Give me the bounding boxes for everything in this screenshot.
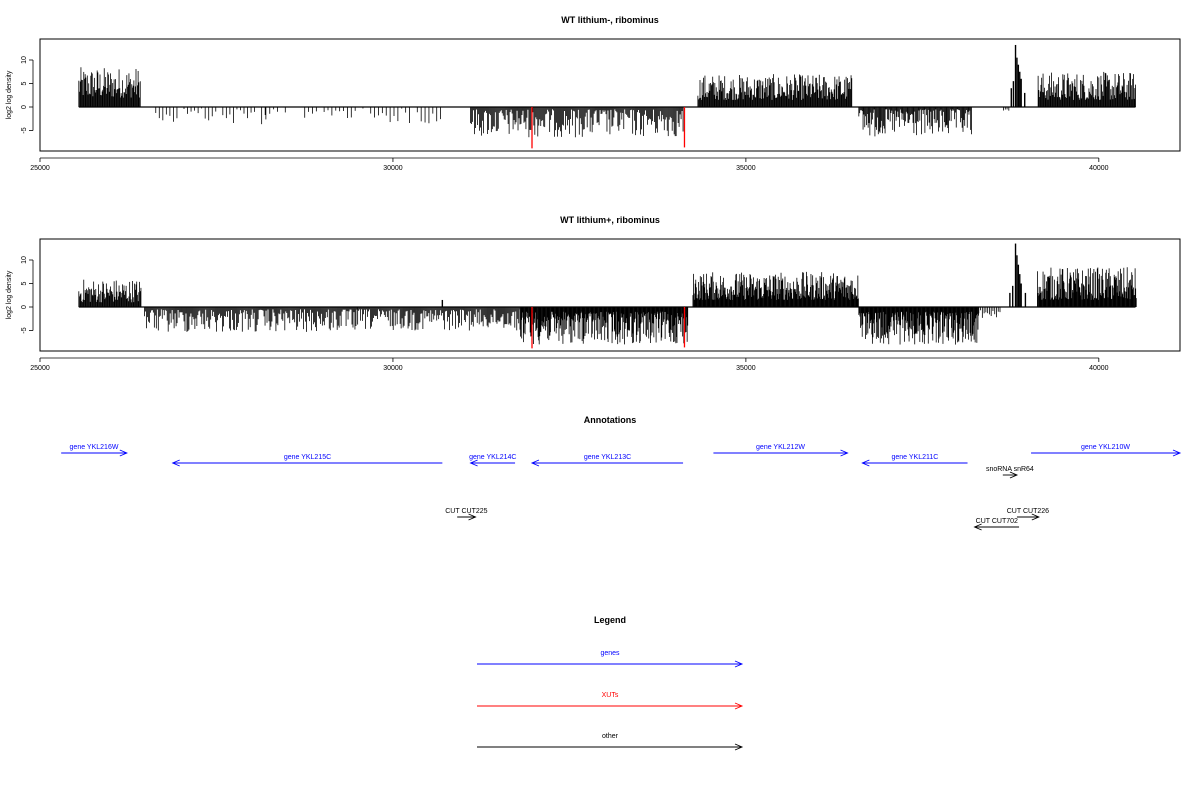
annotation-feature: gene YKL210W xyxy=(1031,444,1182,457)
feature-label: gene YKL210W xyxy=(1081,444,1130,451)
arrowhead xyxy=(734,743,744,751)
track-panel-lithium-plus: WT lithium+, ribominus log2 log density … xyxy=(6,215,1181,372)
arrowhead xyxy=(171,459,180,467)
feature-label: snoRNA snR64 xyxy=(986,466,1034,473)
arrowhead xyxy=(973,523,982,531)
legend-title: Legend xyxy=(594,615,626,625)
arrowhead xyxy=(1172,449,1182,457)
legend-label: other xyxy=(602,733,619,740)
x-tick-label: 25000 xyxy=(30,365,50,372)
y-tick-label: 10 xyxy=(21,56,28,64)
arrowhead xyxy=(1031,513,1040,521)
x-tick-label: 30000 xyxy=(383,365,403,372)
x-tick-label: 35000 xyxy=(736,365,756,372)
y-tick-label: 0 xyxy=(21,105,28,109)
arrowhead xyxy=(468,513,477,521)
plot-frame xyxy=(39,238,1181,352)
annotation-feature: gene YKL213C xyxy=(530,454,684,467)
x-tick-label: 30000 xyxy=(383,165,403,172)
y-tick-label: -5 xyxy=(21,327,28,333)
y-axis-label: log2 log density xyxy=(6,270,13,319)
annotation-feature: snoRNA snR64 xyxy=(986,466,1034,479)
arrowhead xyxy=(861,459,870,467)
arrowhead xyxy=(119,449,128,457)
feature-label: CUT CUT702 xyxy=(976,518,1018,525)
annotation-feature: gene YKL211C xyxy=(861,454,968,467)
track-title: WT lithium-, ribominus xyxy=(561,15,659,25)
annotation-feature: CUT CUT225 xyxy=(445,508,488,521)
feature-label: CUT CUT225 xyxy=(445,508,487,515)
x-tick-label: 40000 xyxy=(1089,165,1109,172)
y-tick-label: 10 xyxy=(21,256,28,264)
legend-label: XUTs xyxy=(602,692,619,699)
feature-label: gene YKL216W xyxy=(70,444,119,451)
track-title: WT lithium+, ribominus xyxy=(560,215,660,225)
y-axis-label: log2 log density xyxy=(6,70,13,119)
y-tick-label: -5 xyxy=(21,127,28,133)
annotation-feature: gene YKL216W xyxy=(61,444,128,457)
arrowhead xyxy=(734,702,744,710)
y-axis: -5 0 5 10 xyxy=(21,256,34,334)
feature-label: gene YKL212W xyxy=(756,444,805,451)
annotation-feature: CUT CUT702 xyxy=(973,518,1020,531)
coverage-bars xyxy=(78,243,1137,349)
plot-frame xyxy=(39,38,1181,152)
annotation-feature: gene YKL214C xyxy=(469,454,516,467)
feature-label: gene YKL215C xyxy=(284,454,331,461)
legend-label: genes xyxy=(600,650,620,657)
y-tick-label: 5 xyxy=(21,281,28,285)
legend-item: other xyxy=(477,733,744,751)
y-axis: -5 0 5 10 xyxy=(21,56,34,134)
annotation-feature: CUT CUT226 xyxy=(1007,508,1049,521)
x-tick-label: 25000 xyxy=(30,165,50,172)
annotation-feature: gene YKL212W xyxy=(713,444,849,457)
arrowhead xyxy=(1009,471,1019,479)
x-axis: 25000 30000 35000 40000 xyxy=(30,157,1109,172)
feature-label: gene YKL211C xyxy=(891,454,938,461)
track-panel-lithium-minus: WT lithium-, ribominus log2 log density … xyxy=(6,15,1181,172)
feature-label: gene YKL213C xyxy=(584,454,631,461)
legend-items: genes XUTs other xyxy=(477,650,744,751)
legend-item: genes xyxy=(477,650,744,668)
annotation-feature: gene YKL215C xyxy=(171,454,443,467)
x-axis: 25000 30000 35000 40000 xyxy=(30,357,1109,372)
legend: Legend genes XUTs other xyxy=(477,615,744,751)
feature-label: CUT CUT226 xyxy=(1007,508,1049,515)
x-tick-label: 35000 xyxy=(736,165,756,172)
x-tick-label: 40000 xyxy=(1089,365,1109,372)
feature-label: gene YKL214C xyxy=(469,454,516,461)
legend-item: XUTs xyxy=(477,692,744,710)
arrowhead xyxy=(734,660,744,668)
coverage-bars xyxy=(78,44,1136,149)
y-tick-label: 0 xyxy=(21,305,28,309)
arrowhead xyxy=(530,459,540,467)
annotation-features: gene YKL216W gene YKL215C gene YKL214C gene… xyxy=(61,444,1182,531)
y-tick-label: 5 xyxy=(21,81,28,85)
arrowhead xyxy=(840,449,849,457)
annotations-title: Annotations xyxy=(584,415,637,425)
arrowhead xyxy=(469,459,478,467)
